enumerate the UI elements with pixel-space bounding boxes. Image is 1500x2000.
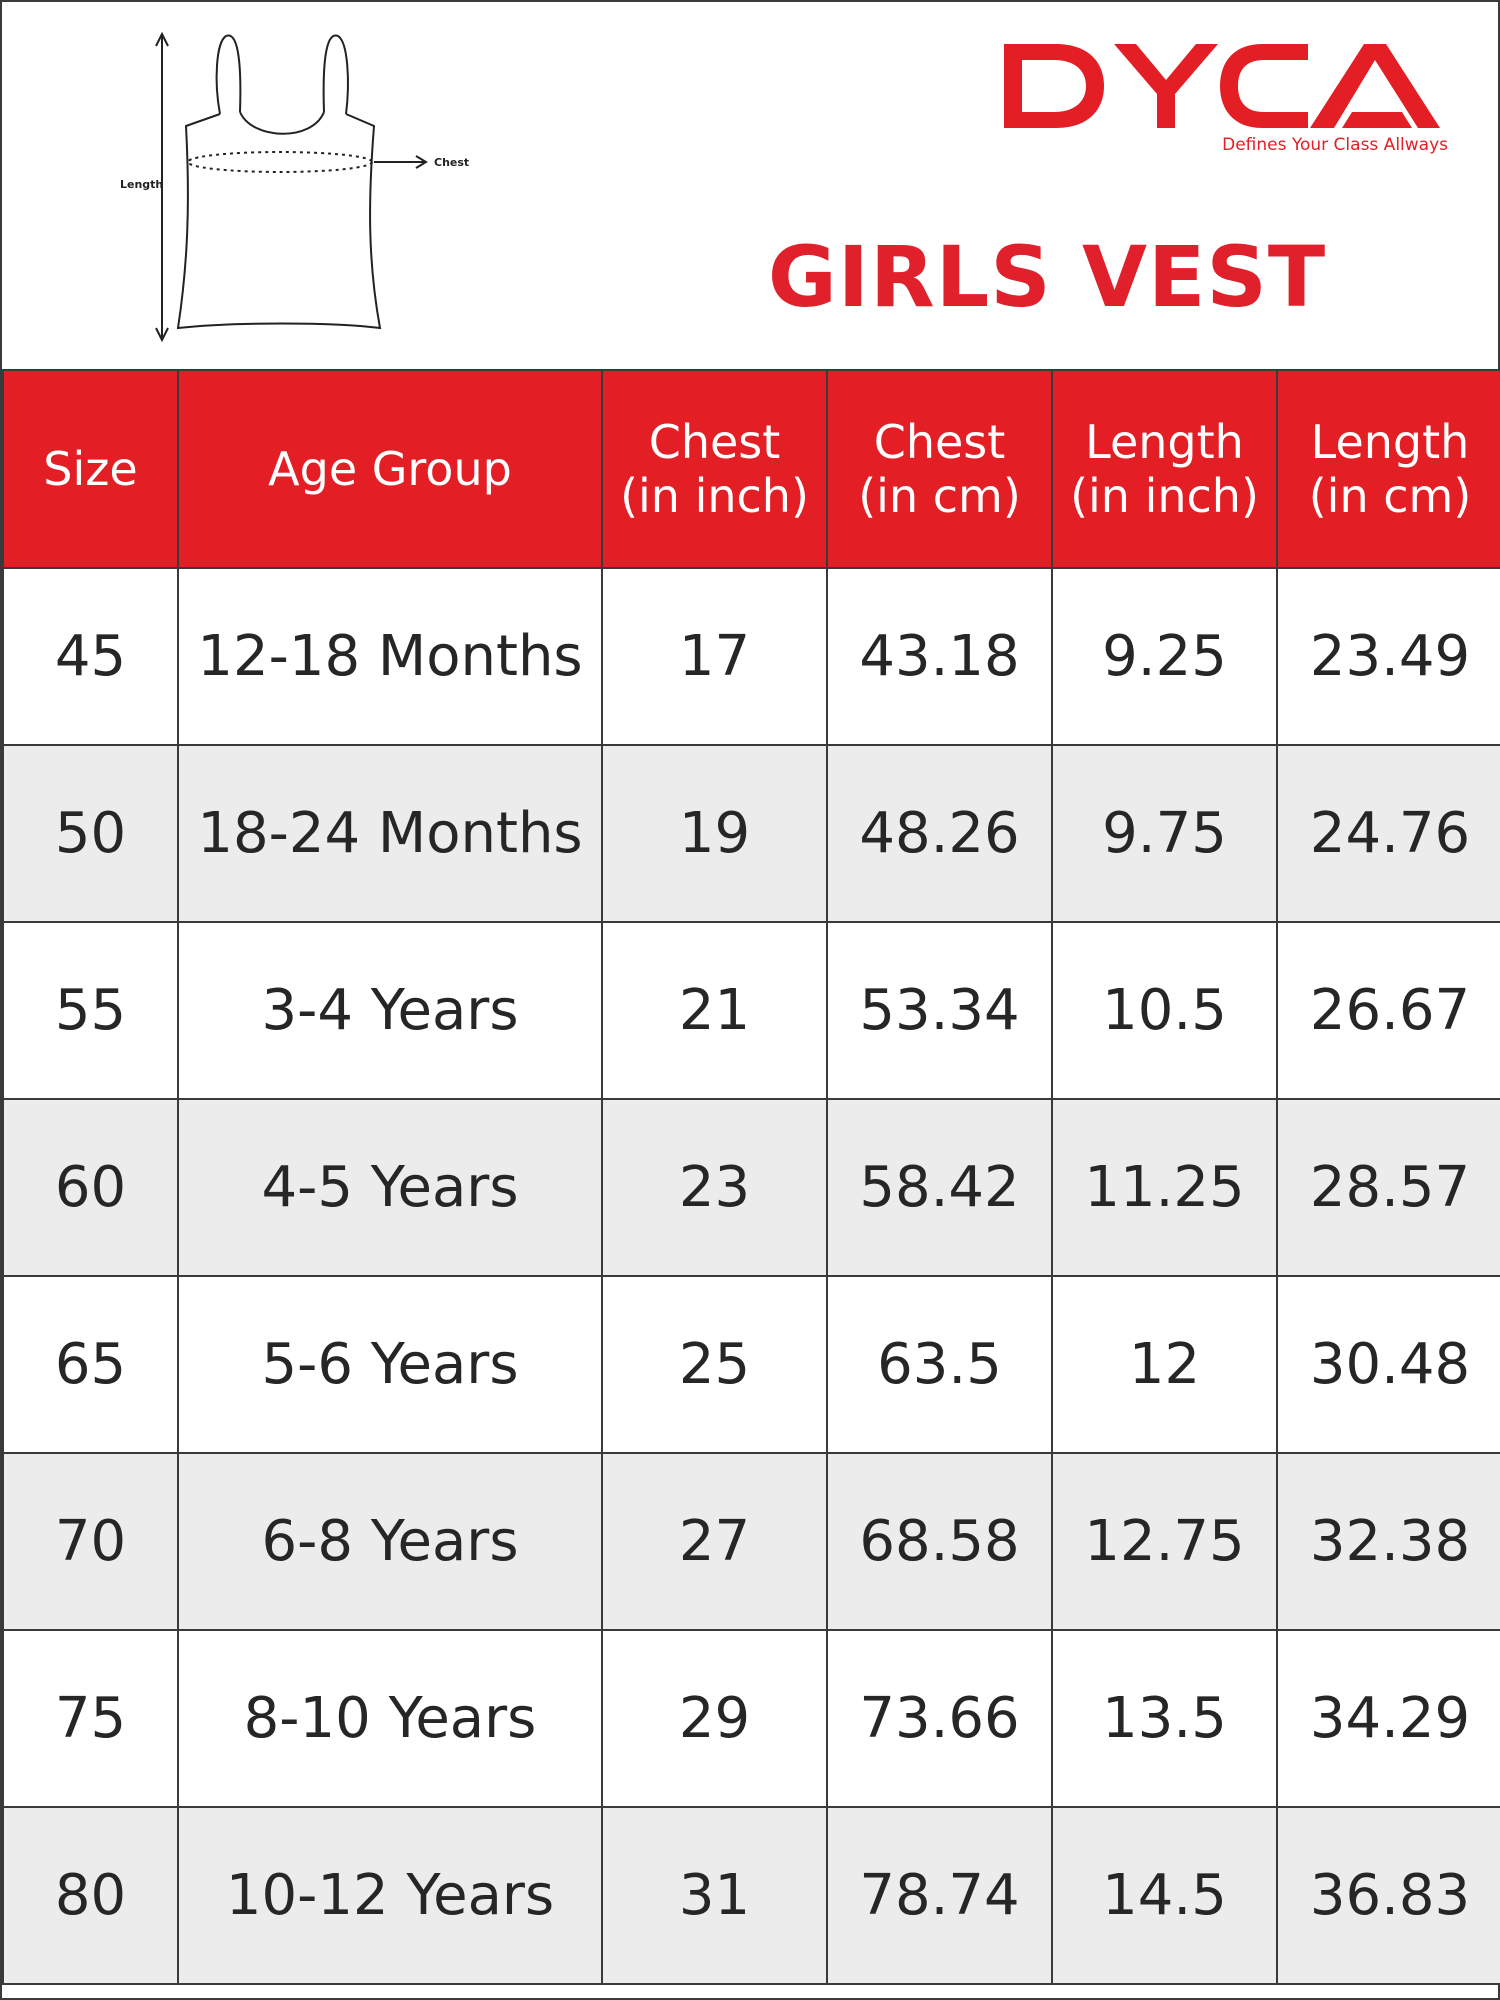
- header-age-group-label: Age Group: [268, 442, 512, 496]
- cell-age-group: 8-10 Years: [177, 1629, 603, 1808]
- cell-chest-cm: 68.58: [826, 1452, 1053, 1631]
- cell-size: 45: [2, 567, 179, 746]
- cell-chest-inch: 19: [601, 744, 828, 923]
- cell-length-inch: 11.25: [1051, 1098, 1278, 1277]
- vest-diagram: Length Chest: [102, 22, 502, 352]
- cell-age-group: 4-5 Years: [177, 1098, 603, 1277]
- cell-length-cm: 32.38: [1276, 1452, 1500, 1631]
- header: Length Chest: [2, 2, 1500, 370]
- cell-size: 55: [2, 921, 179, 1100]
- cell-chest-cm: 78.74: [826, 1806, 1053, 1985]
- cell-length-cm: 30.48: [1276, 1275, 1500, 1454]
- table-row: 45 12-18 Months 17 43.18 9.25 23.49: [2, 567, 1500, 746]
- table-header-row: Size Age Group Chest (in inch) Chest (in c…: [2, 369, 1500, 569]
- cell-size: 50: [2, 744, 179, 923]
- length-label: Length: [120, 178, 163, 191]
- cell-length-cm: 36.83: [1276, 1806, 1500, 1985]
- cell-length-inch: 12: [1051, 1275, 1278, 1454]
- header-age-group: Age Group: [177, 369, 603, 569]
- size-chart-table: Size Age Group Chest (in inch) Chest (in c…: [2, 369, 1500, 1985]
- brand-tagline: Defines Your Class Allways: [1222, 135, 1448, 155]
- cell-age-group: 5-6 Years: [177, 1275, 603, 1454]
- header-chest-cm: Chest (in cm): [826, 369, 1053, 569]
- cell-age-group: 18-24 Months: [177, 744, 603, 923]
- cell-chest-cm: 48.26: [826, 744, 1053, 923]
- chest-label: Chest: [434, 156, 469, 169]
- cell-size: 60: [2, 1098, 179, 1277]
- cell-chest-cm: 73.66: [826, 1629, 1053, 1808]
- table-row: 60 4-5 Years 23 58.42 11.25 28.57: [2, 1098, 1500, 1277]
- cell-chest-inch: 25: [601, 1275, 828, 1454]
- header-length-cm-line2: (in cm): [1308, 469, 1472, 523]
- vest-illustration: Length Chest: [120, 31, 469, 343]
- header-length-cm: Length (in cm): [1276, 369, 1500, 569]
- dyca-logo: Defines Your Class Allways: [1004, 44, 1448, 155]
- header-size: Size: [2, 369, 179, 569]
- table-row: 75 8-10 Years 29 73.66 13.5 34.29: [2, 1629, 1500, 1808]
- header-chest-inch-line1: Chest: [648, 415, 781, 469]
- table-row: 55 3-4 Years 21 53.34 10.5 26.67: [2, 921, 1500, 1100]
- header-chest-cm-line2: (in cm): [858, 469, 1021, 523]
- table-row: 80 10-12 Years 31 78.74 14.5 36.83: [2, 1806, 1500, 1985]
- header-chest-cm-line1: Chest: [873, 415, 1006, 469]
- cell-size: 70: [2, 1452, 179, 1631]
- cell-length-cm: 34.29: [1276, 1629, 1500, 1808]
- cell-age-group: 12-18 Months: [177, 567, 603, 746]
- cell-age-group: 10-12 Years: [177, 1806, 603, 1985]
- cell-length-inch: 14.5: [1051, 1806, 1278, 1985]
- table-row: 65 5-6 Years 25 63.5 12 30.48: [2, 1275, 1500, 1454]
- cell-length-inch: 13.5: [1051, 1629, 1278, 1808]
- header-size-label: Size: [43, 442, 138, 496]
- cell-chest-cm: 53.34: [826, 921, 1053, 1100]
- cell-chest-cm: 63.5: [826, 1275, 1053, 1454]
- cell-length-cm: 24.76: [1276, 744, 1500, 923]
- header-length-cm-line1: Length: [1310, 415, 1470, 469]
- header-chest-inch-line2: (in inch): [620, 469, 809, 523]
- header-length-inch-line1: Length: [1085, 415, 1244, 469]
- cell-length-inch: 12.75: [1051, 1452, 1278, 1631]
- page-title: GIRLS VEST: [767, 228, 1327, 326]
- cell-age-group: 6-8 Years: [177, 1452, 603, 1631]
- cell-length-inch: 9.75: [1051, 744, 1278, 923]
- brand-logo: Defines Your Class Allways: [1002, 38, 1452, 158]
- table-row: 70 6-8 Years 27 68.58 12.75 32.38: [2, 1452, 1500, 1631]
- cell-chest-cm: 58.42: [826, 1098, 1053, 1277]
- cell-length-cm: 23.49: [1276, 567, 1500, 746]
- cell-chest-inch: 23: [601, 1098, 828, 1277]
- cell-length-inch: 10.5: [1051, 921, 1278, 1100]
- header-length-inch: Length (in inch): [1051, 369, 1278, 569]
- cell-size: 75: [2, 1629, 179, 1808]
- cell-size: 65: [2, 1275, 179, 1454]
- cell-length-cm: 26.67: [1276, 921, 1500, 1100]
- cell-chest-inch: 31: [601, 1806, 828, 1985]
- cell-chest-inch: 27: [601, 1452, 828, 1631]
- cell-chest-inch: 21: [601, 921, 828, 1100]
- cell-age-group: 3-4 Years: [177, 921, 603, 1100]
- cell-length-cm: 28.57: [1276, 1098, 1500, 1277]
- cell-chest-cm: 43.18: [826, 567, 1053, 746]
- cell-chest-inch: 29: [601, 1629, 828, 1808]
- header-length-inch-line2: (in inch): [1070, 469, 1259, 523]
- table-row: 50 18-24 Months 19 48.26 9.75 24.76: [2, 744, 1500, 923]
- header-chest-inch: Chest (in inch): [601, 369, 828, 569]
- cell-size: 80: [2, 1806, 179, 1985]
- cell-length-inch: 9.25: [1051, 567, 1278, 746]
- cell-chest-inch: 17: [601, 567, 828, 746]
